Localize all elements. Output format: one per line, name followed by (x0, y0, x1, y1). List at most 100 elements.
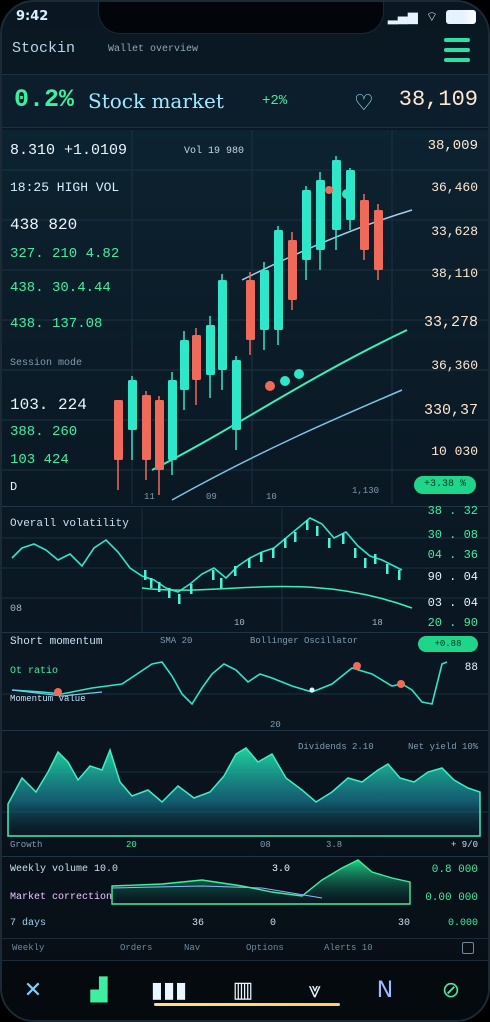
marker-dot (342, 189, 352, 199)
volatility-tick (272, 548, 275, 558)
close-icon[interactable]: ✕ (23, 977, 43, 1003)
right-value: 04 . 36 (427, 548, 478, 562)
candle-up (218, 280, 227, 370)
candle-up (316, 180, 325, 250)
price-axis-label: 38,110 (431, 266, 478, 281)
bottom-label: 20 (126, 840, 137, 850)
volatility-tick (364, 558, 367, 568)
menu-bar (444, 58, 470, 62)
ticker-bar[interactable]: 0.2% Stock market +2% ♡ 38,109 (2, 74, 488, 128)
right-value: 20 . 90 (427, 616, 478, 630)
volatility-svg (2, 508, 488, 632)
axis-d-label: D (10, 480, 18, 494)
bottom-nav: ✕ ▟ ▮▮▮ ▥ ⩔ N ⊘ (2, 960, 488, 1020)
volatility-tick (190, 584, 193, 594)
candle-up (274, 230, 283, 330)
candles (114, 156, 383, 495)
divider (2, 856, 488, 857)
right-label: Dividends 2.10 (298, 742, 374, 752)
ticker-percent: 0.2% (14, 85, 75, 114)
left-label: Ot ratio (10, 666, 59, 677)
trend-line (151, 329, 408, 471)
candle-up (128, 380, 137, 430)
menu-button[interactable] (444, 38, 470, 62)
momentum-panel[interactable]: Short momentum SMA 20 Bollinger Oscillat… (2, 634, 488, 728)
candle-up (168, 380, 177, 460)
divider (2, 632, 488, 633)
favorite-icon[interactable]: ♡ (354, 91, 374, 116)
notes-icon[interactable]: N (376, 977, 394, 1003)
volatility-panel[interactable]: Overall volatility 38 . 32 30 . 08 04 . … (2, 504, 488, 632)
top-caption: Vol 19 980 (184, 146, 245, 157)
news-icon[interactable]: ⩔ (308, 977, 322, 1003)
volatility-tick (168, 588, 171, 598)
area-panel[interactable]: 20 Dividends 2.10 Net yield 10% Growth 2… (2, 720, 488, 854)
status-bar-icons: ▂▄▆ ⌔ (388, 9, 476, 25)
expand-icon[interactable] (462, 942, 474, 954)
left-label: 18:25 HIGH VOL (10, 180, 120, 195)
price-axis-label: 33,278 (423, 314, 478, 331)
volatility-tick (342, 534, 345, 544)
volatility-tick (284, 538, 287, 548)
candle-down (155, 400, 164, 470)
axis-label: 10 (234, 618, 245, 628)
price-axis-label: 33,628 (431, 224, 478, 239)
left-label: 327. 210 4.82 (10, 246, 120, 262)
left-label: Session mode (10, 358, 83, 369)
footer-tab[interactable]: Weekly (12, 943, 45, 953)
bottom-label: 3.8 (326, 840, 343, 850)
candle-down (288, 240, 297, 300)
candle-up (180, 340, 189, 390)
portfolio-icon[interactable]: ▟ (90, 977, 108, 1003)
time-label: 11 (144, 492, 155, 502)
volatility-tick (316, 526, 319, 536)
marker-dot (280, 376, 290, 386)
volatility-tick (248, 558, 251, 568)
candle-down (360, 200, 369, 250)
volatility-tick (178, 594, 181, 604)
bottom-label: + 9/0 (450, 840, 478, 850)
stats-icon[interactable]: ▥ (232, 977, 254, 1003)
wifi-icon: ⌔ (425, 10, 438, 25)
candle-up (332, 160, 341, 230)
panel-title: Short momentum (10, 636, 103, 648)
right-label: Net yield 10% (408, 742, 479, 752)
left-label: Momentum value (10, 694, 86, 704)
price-axis-label: 36,360 (431, 358, 478, 373)
footer-tab[interactable]: Alerts 10 (324, 943, 373, 953)
weekly-panel[interactable]: Weekly volume 10.0 Market correction 3.0… (2, 858, 488, 916)
search-icon[interactable]: ⊘ (441, 977, 461, 1003)
volatility-tick (144, 570, 147, 580)
momentum-svg (2, 661, 488, 706)
candlestick-chart[interactable]: 8.310 +1.0109 Vol 19 980 18:25 HIGH VOL … (2, 130, 488, 504)
candle-down (374, 210, 383, 270)
volatility-tick (150, 578, 153, 588)
price-axis-label: 38,009 (427, 138, 478, 154)
footer-tab[interactable]: Orders (120, 943, 153, 953)
bottom-label: 0.000 (447, 918, 478, 929)
volatility-tick (374, 554, 377, 564)
battery-icon (446, 10, 476, 24)
status-time: 9:42 (16, 9, 49, 24)
bar-chart-icon[interactable]: ▮▮▮ (150, 977, 188, 1003)
marker-dot (325, 186, 333, 194)
bottom-label: 30 (398, 918, 411, 929)
candle-down (114, 400, 123, 460)
candlestick-svg (2, 130, 488, 504)
weekly-svg (111, 859, 411, 905)
candle-down (192, 335, 201, 380)
footer-tab[interactable]: Options (246, 943, 284, 953)
time-label: 1,130 (352, 486, 380, 496)
right-value: 30 . 08 (427, 528, 478, 542)
time-label: 10 (266, 492, 277, 502)
momentum-badge[interactable]: +0.88 (418, 636, 478, 652)
time-label: 09 (206, 492, 217, 502)
volume-badge[interactable]: +3.38 % (414, 476, 476, 494)
nav-active-indicator (154, 1003, 340, 1006)
marker-dot (265, 381, 275, 391)
trend-line (171, 389, 403, 501)
right-value: 0.00 000 (425, 892, 478, 904)
footer-tab[interactable]: Nav (184, 943, 201, 953)
candle-up (232, 360, 241, 430)
